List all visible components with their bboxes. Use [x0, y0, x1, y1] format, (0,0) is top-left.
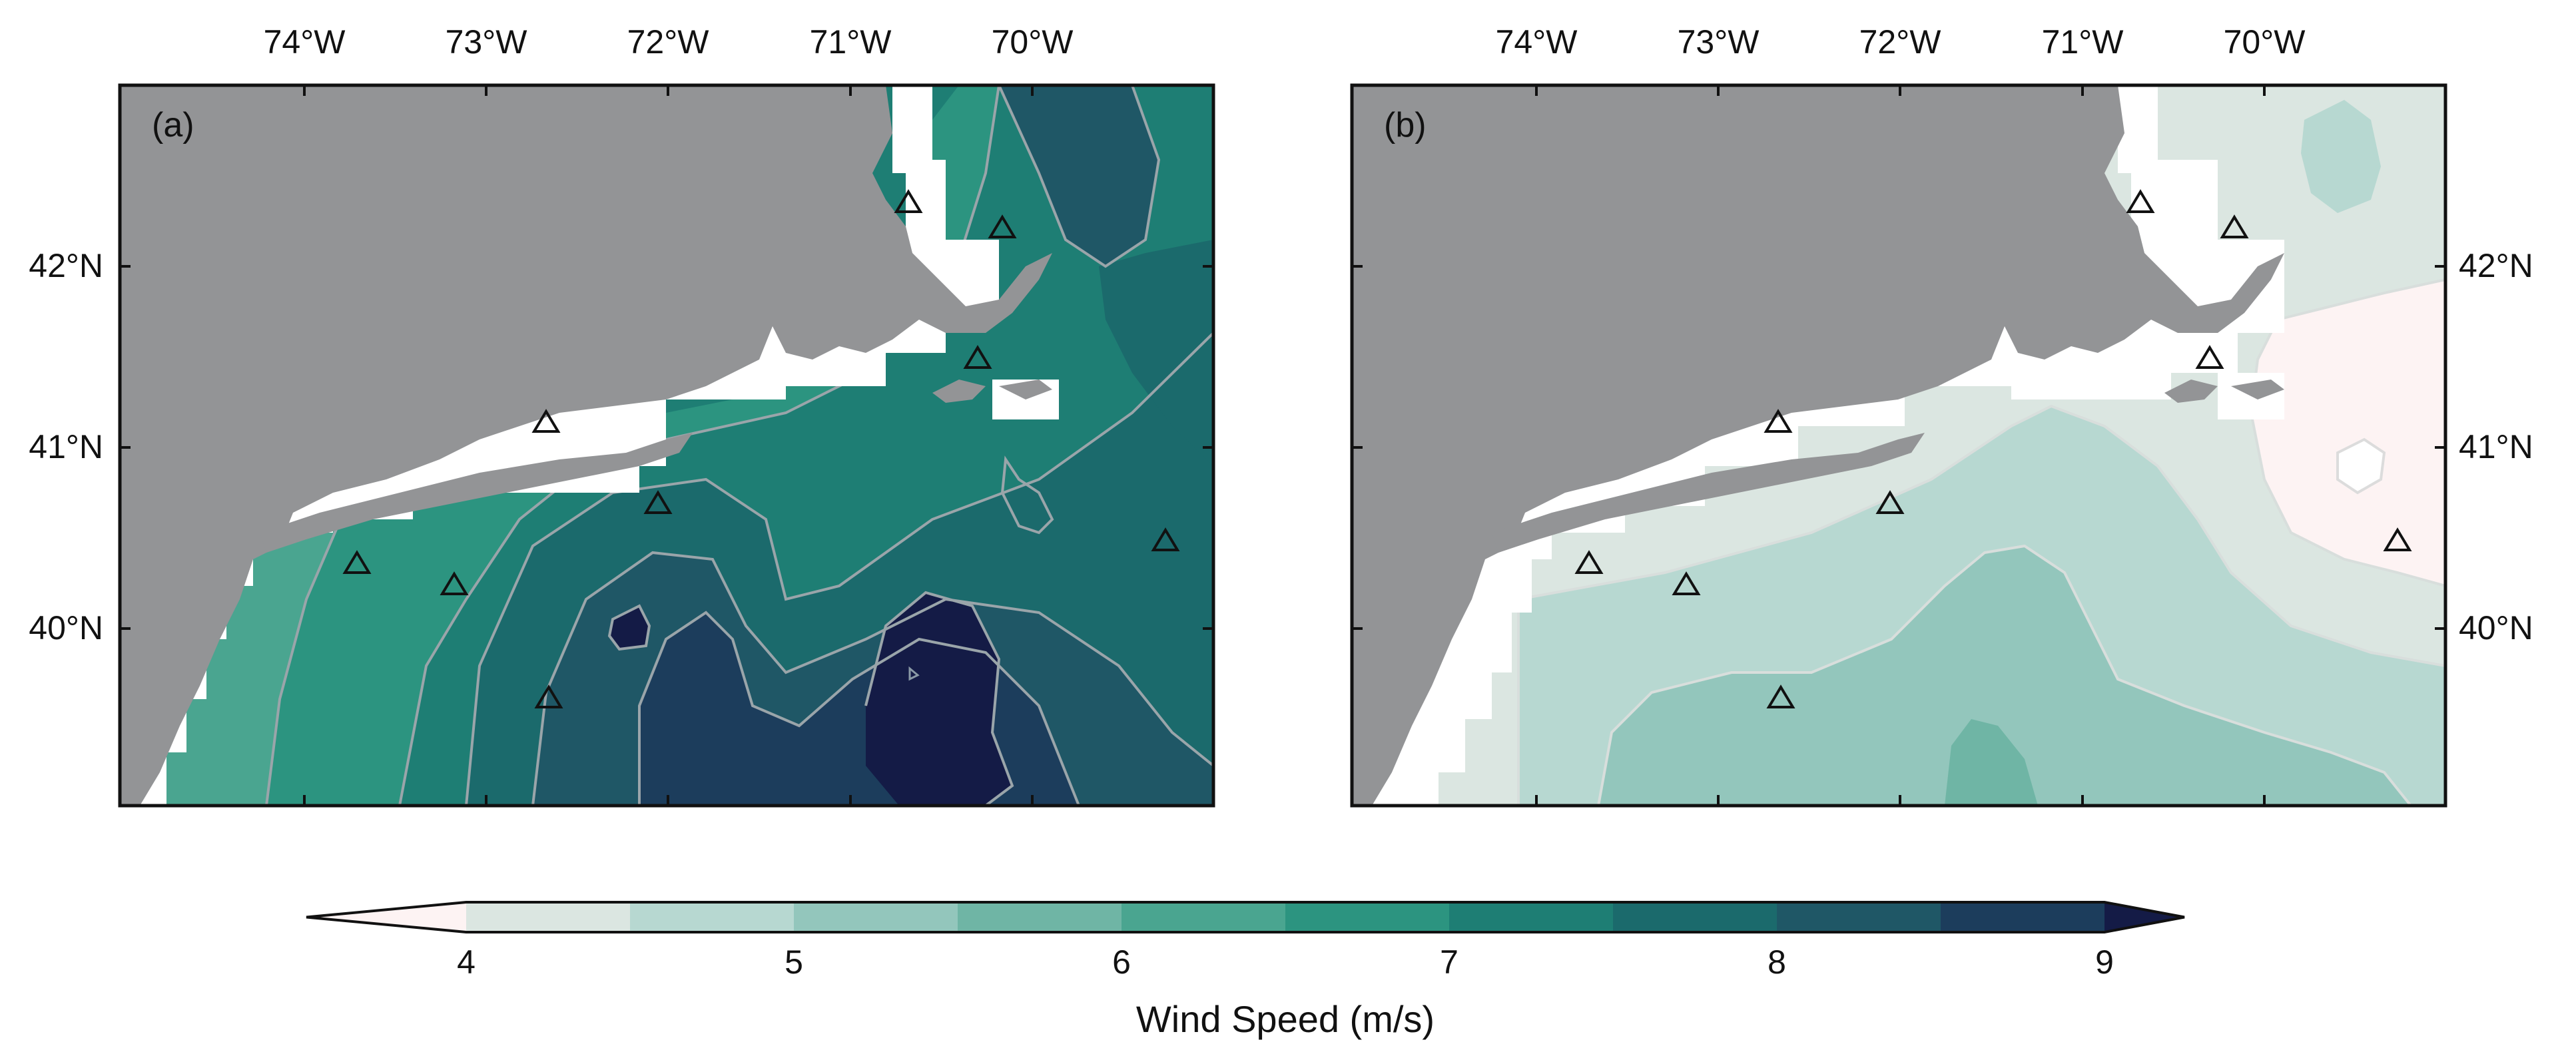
colorbar-segment — [1122, 902, 1286, 932]
station-marker — [1764, 409, 1793, 433]
station-marker — [440, 571, 469, 595]
colorbar-outline — [306, 901, 2185, 933]
colorbar-segment — [1449, 902, 1614, 932]
station-marker — [894, 189, 923, 213]
wind-band-9 — [866, 593, 1012, 806]
wind-band-5-5 — [1598, 546, 2411, 806]
lon-tick-label: 72°W — [1859, 23, 1942, 61]
colorbar-segment — [2104, 902, 2184, 932]
wind-band-6 — [1945, 719, 2038, 806]
nantucket-b — [2231, 380, 2284, 399]
lon-tick-label: 74°W — [264, 23, 346, 61]
colorbar-tick-labels: 4 5 6 7 8 9 — [457, 943, 2114, 981]
station-marker — [1766, 684, 1795, 708]
lon-labels-b: 74°W 73°W 72°W 71°W 70°W — [1496, 23, 2306, 61]
lat-tick-label: 41°N — [29, 428, 103, 465]
station-marker — [643, 490, 673, 514]
colorbar-tick-label: 7 — [1440, 943, 1458, 981]
colorbar-tick-label: 8 — [1768, 943, 1786, 981]
lon-tick-label: 73°W — [446, 23, 528, 61]
colorbar-segment — [958, 902, 1122, 932]
land-b — [1352, 85, 2284, 806]
lat-labels-b: 42°N 41°N 40°N — [2459, 247, 2533, 647]
station-marker — [1574, 550, 1604, 574]
station-marker — [1151, 527, 1180, 551]
panel-a-field — [120, 85, 1213, 806]
lat-labels-a: 42°N 41°N 40°N — [29, 247, 103, 647]
lat-tick-label: 42°N — [29, 247, 103, 284]
wind-spot-5 — [2301, 100, 2381, 213]
panel-b-label: (b) — [1384, 106, 1427, 144]
colorbar-segment — [630, 902, 795, 932]
marthas-vineyard-a — [932, 380, 986, 403]
nantucket-a — [999, 380, 1052, 399]
station-marker — [963, 345, 992, 369]
lon-tick-label: 70°W — [2224, 23, 2306, 61]
station-marker — [2126, 189, 2155, 213]
long-island-b — [1492, 433, 1925, 553]
colorbar-segment — [1941, 902, 2105, 932]
colorbar-segment — [1285, 902, 1450, 932]
lon-tick-label: 70°W — [992, 23, 1074, 61]
colorbar-segment — [466, 902, 631, 932]
station-marker — [988, 214, 1017, 238]
colorbar-tick-label: 4 — [457, 943, 476, 981]
lat-tick-label: 42°N — [2459, 247, 2533, 284]
wind-band-low — [2251, 280, 2445, 586]
lon-labels-a: 74°W 73°W 72°W 71°W 70°W — [264, 23, 1074, 61]
marthas-vineyard-b — [2164, 380, 2218, 403]
station-marker — [342, 550, 372, 574]
map-panel-a: (a) 74°W 73°W 72°W 71°W 70°W 42°N 41°N 4… — [29, 23, 1215, 808]
map-panel-b: (b) 74°W 73°W 72°W 71°W 70°W 42°N 41°N 4… — [1350, 23, 2533, 808]
lon-tick-label: 72°W — [627, 23, 710, 61]
station-marker-small — [908, 666, 920, 681]
station-marker — [2195, 345, 2224, 369]
colorbar-segment — [306, 902, 466, 932]
panel-b-field — [1352, 85, 2445, 806]
colorbar-tick-label: 9 — [2095, 943, 2114, 981]
station-marker — [534, 684, 563, 708]
lon-tick-label: 71°W — [2042, 23, 2124, 61]
stations-b — [1574, 189, 2412, 708]
station-marker — [2220, 214, 2249, 238]
colorbar: 4 5 6 7 8 9 Wind Speed (m/s) — [306, 901, 2185, 1040]
wind-band-east-7-5 — [1099, 240, 1213, 466]
station-marker — [1875, 490, 1905, 514]
wind-band-ne-8 — [999, 85, 1159, 266]
station-marker — [1672, 571, 1701, 595]
colorbar-tick-label: 6 — [1112, 943, 1131, 981]
wind-spot-low-inner — [2336, 437, 2386, 495]
colorbar-segments — [306, 902, 2184, 932]
station-marker — [531, 409, 561, 433]
lon-tick-label: 71°W — [810, 23, 892, 61]
colorbar-tick-label: 5 — [785, 943, 803, 981]
panel-a-label: (a) — [152, 106, 194, 144]
colorbar-segment — [794, 902, 958, 932]
axis-ticks-a — [120, 85, 1213, 806]
station-marker — [2383, 527, 2412, 551]
lon-tick-label: 74°W — [1496, 23, 1578, 61]
lat-tick-label: 41°N — [2459, 428, 2533, 465]
contour-lines-b — [1517, 278, 2445, 806]
lon-tick-label: 73°W — [1678, 23, 1760, 61]
nearshore-mask-a4 — [892, 85, 999, 313]
lat-tick-label: 40°N — [2459, 609, 2533, 647]
land-a — [120, 85, 1052, 806]
colorbar-segment — [1613, 902, 1777, 932]
stations-a — [342, 189, 1180, 708]
colorbar-title: Wind Speed (m/s) — [1136, 998, 1435, 1040]
long-island-a — [260, 433, 693, 553]
colorbar-segment — [1777, 902, 1941, 932]
axis-ticks-b — [1352, 85, 2445, 806]
lat-tick-label: 40°N — [29, 609, 103, 647]
